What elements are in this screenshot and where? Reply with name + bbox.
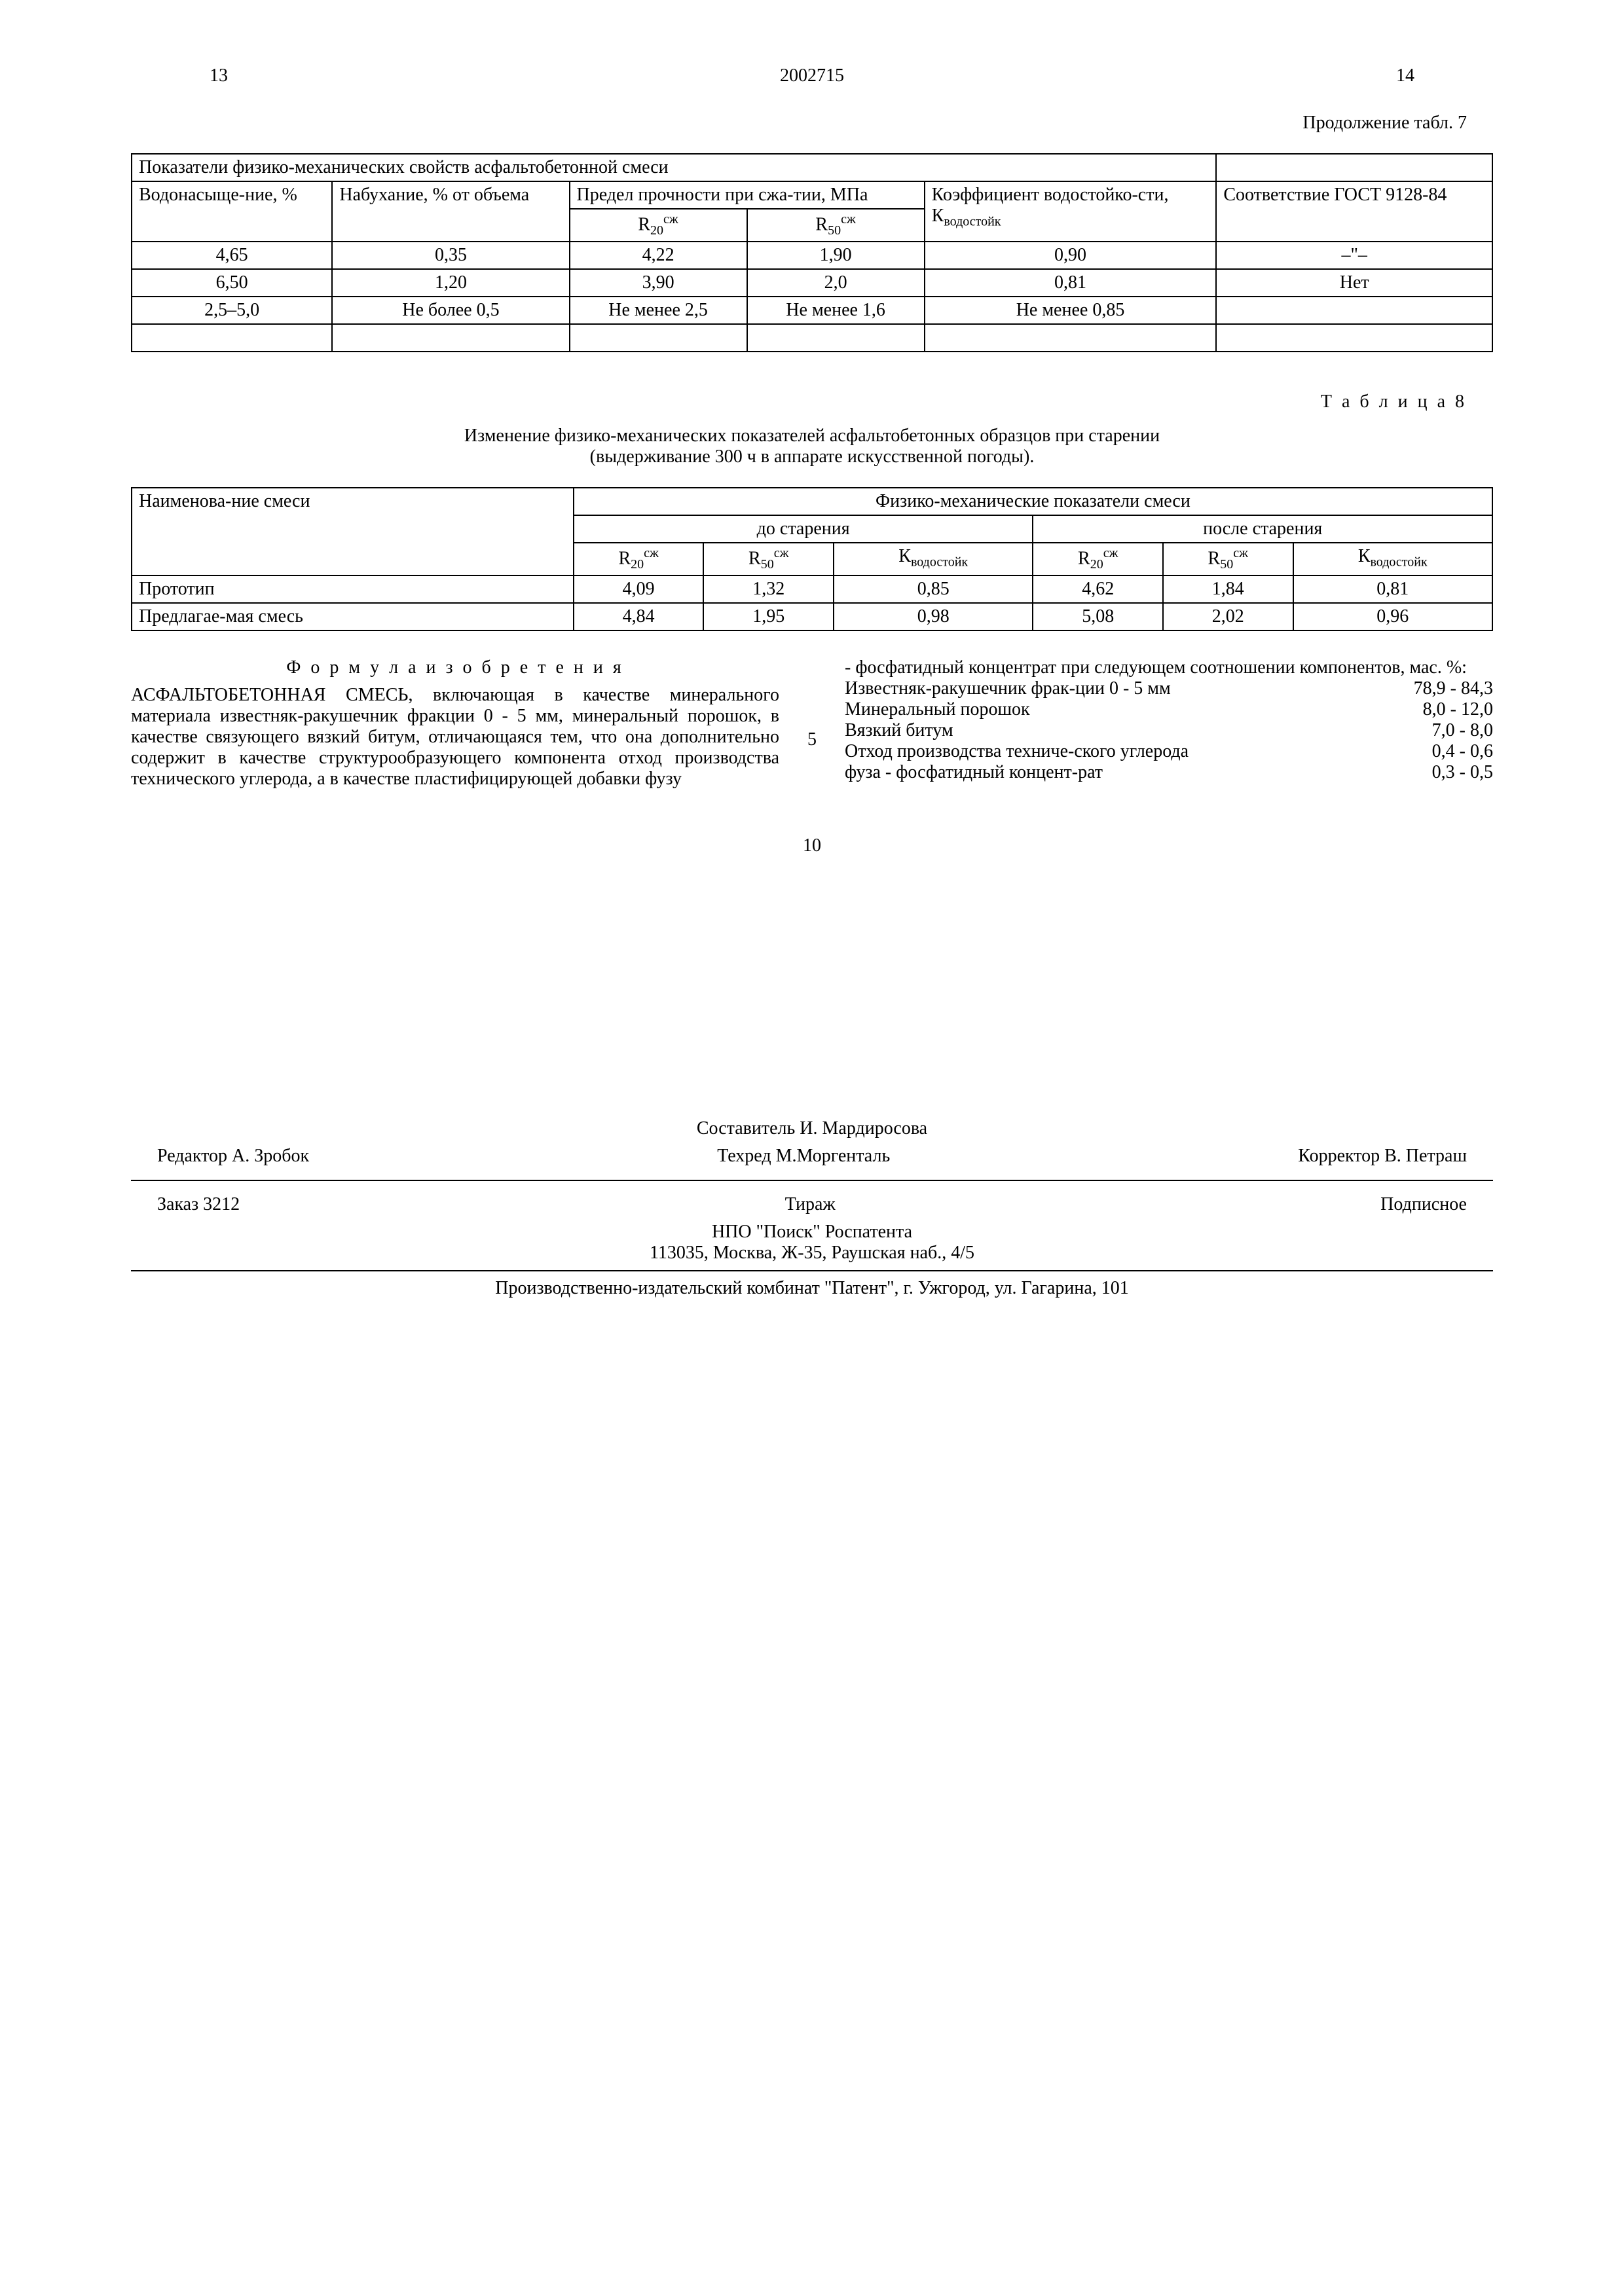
th-gost: Соответствие ГОСТ 9128-84	[1216, 181, 1492, 242]
footer-compiler: Составитель И. Мардиросова	[131, 1118, 1493, 1139]
formula-left-text: АСФАЛЬТОБЕТОННАЯ СМЕСЬ, включающая в кач…	[131, 685, 779, 790]
formula-right-column: - фосфатидный концентрат при следующем с…	[845, 657, 1493, 856]
th-b-r50: R50сж	[703, 543, 834, 575]
th-b-r20: R20сж	[574, 543, 704, 575]
right-page-num: 14	[1396, 65, 1414, 86]
th-a-r50: R50сж	[1163, 543, 1293, 575]
formula-section: Ф о р м у л а и з о б р е т е н и я АСФА…	[131, 657, 1493, 856]
table8-caption: Изменение физико-механических показателе…	[131, 426, 1493, 467]
doc-number: 2002715	[780, 65, 844, 86]
table-row: 2,5–5,0 Не более 0,5 Не менее 2,5 Не мен…	[132, 297, 1492, 324]
component-row: Отход производства техниче-ского углерод…	[845, 741, 1493, 762]
footer-order: Заказ 3212	[157, 1194, 240, 1215]
th-r50: R50сж	[747, 209, 925, 242]
footer: Составитель И. Мардиросова Редактор А. З…	[131, 1118, 1493, 1299]
component-row: Минеральный порошок8,0 - 12,0	[845, 699, 1493, 720]
th-after: после старения	[1033, 515, 1492, 543]
footer-publisher: Производственно-издательский комбинат "П…	[131, 1278, 1493, 1299]
th-a-r20: R20сж	[1033, 543, 1163, 575]
footer-editor: Редактор А. Зробок	[157, 1146, 309, 1167]
table-7: Показатели физико-механических свойств а…	[131, 153, 1493, 352]
formula-right-intro: - фосфатидный концентрат при следующем с…	[845, 657, 1493, 678]
formula-title: Ф о р м у л а и з о б р е т е н и я	[131, 657, 779, 678]
table-row: Предлагае-мая смесь 4,84 1,95 0,98 5,08 …	[132, 603, 1492, 630]
left-page-num: 13	[210, 65, 228, 86]
component-row: фуза - фосфатидный концент-рат0,3 - 0,5	[845, 762, 1493, 783]
footer-org: НПО "Поиск" Роспатента	[131, 1222, 1493, 1243]
footer-corrector: Корректор В. Петраш	[1298, 1146, 1467, 1167]
th-r20: R20сж	[570, 209, 747, 242]
component-row: Известняк-ракушечник фрак-ции 0 - 5 мм78…	[845, 678, 1493, 699]
th-b-k: Кводостойк	[834, 543, 1033, 575]
footer-tehred: Техред М.Моргенталь	[717, 1146, 890, 1167]
table-row: 6,50 1,20 3,90 2,0 0,81 Нет	[132, 269, 1492, 297]
th-phys: Физико-механические показатели смеси	[574, 488, 1492, 515]
table-row: 4,65 0,35 4,22 1,90 0,90 –"–	[132, 242, 1492, 269]
th-a-k: Кводостойк	[1293, 543, 1492, 575]
continuation-label: Продолжение табл. 7	[131, 113, 1493, 134]
component-row: Вязкий битум7,0 - 8,0	[845, 720, 1493, 741]
table8-title: Т а б л и ц а 8	[131, 392, 1467, 412]
footer-subscription: Подписное	[1380, 1194, 1467, 1215]
table-8: Наименова-ние смеси Физико-механические …	[131, 487, 1493, 631]
th-swell: Набухание, % от объема	[332, 181, 569, 242]
formula-left-column: Ф о р м у л а и з о б р е т е н и я АСФА…	[131, 657, 779, 856]
page-header: 13 2002715 14	[131, 65, 1493, 86]
th-strength: Предел прочности при сжа-тии, МПа	[570, 181, 925, 209]
table-row: Прототип 4,09 1,32 0,85 4,62 1,84 0,81	[132, 575, 1492, 603]
table7-group-header: Показатели физико-механических свойств а…	[132, 154, 1216, 181]
th-coef: Коэффициент водостойко-сти,Кводостойк	[925, 181, 1217, 242]
th-name: Наименова-ние смеси	[132, 488, 574, 575]
line-numbers: 5 10	[799, 657, 825, 856]
th-water: Водонасыще-ние, %	[132, 181, 332, 242]
th-before: до старения	[574, 515, 1033, 543]
footer-tirazh: Тираж	[785, 1194, 836, 1215]
footer-address: 113035, Москва, Ж-35, Раушская наб., 4/5	[131, 1243, 1493, 1264]
